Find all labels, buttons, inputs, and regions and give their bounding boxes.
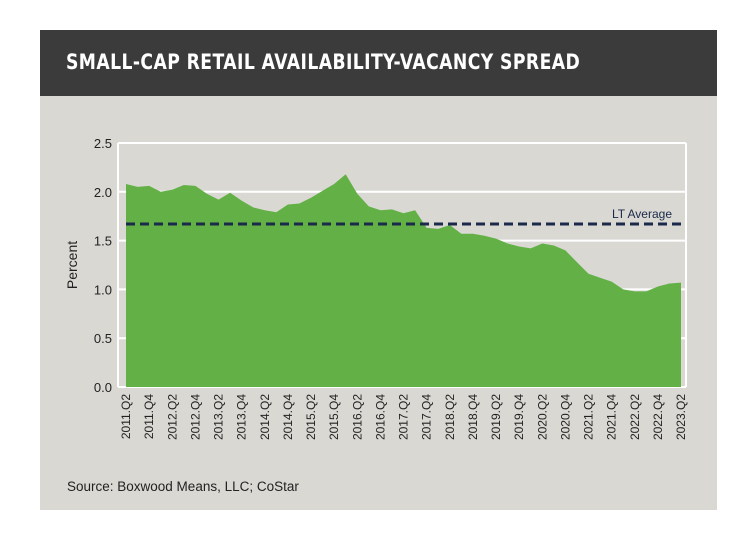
x-tick-label: 2013.Q4 xyxy=(235,394,249,440)
x-tick-label: 2020.Q2 xyxy=(535,394,549,440)
x-tick-label: 2021.Q4 xyxy=(605,394,619,440)
x-tick-label: 2018.Q2 xyxy=(443,394,457,440)
x-tick-label: 2019.Q2 xyxy=(489,394,503,440)
x-tick-label: 2014.Q4 xyxy=(281,394,295,440)
y-tick-label: 2.0 xyxy=(94,185,112,200)
x-tick-label: 2023.Q2 xyxy=(674,394,688,440)
area-series xyxy=(126,174,681,387)
x-tick-label: 2017.Q2 xyxy=(397,394,411,440)
x-tick-label: 2019.Q4 xyxy=(512,394,526,440)
x-tick-label: 2014.Q2 xyxy=(258,394,272,440)
y-tick-label: 1.5 xyxy=(94,234,112,249)
title-bar: SMALL-CAP RETAIL AVAILABILITY-VACANCY SP… xyxy=(40,30,717,96)
x-tick-label: 2018.Q4 xyxy=(466,394,480,440)
x-tick-label: 2020.Q4 xyxy=(558,394,572,440)
y-tick-label: 0.0 xyxy=(94,380,112,395)
chart-panel: SMALL-CAP RETAIL AVAILABILITY-VACANCY SP… xyxy=(40,30,717,510)
y-tick-label: 0.5 xyxy=(94,331,112,346)
lt-average-label: LT Average xyxy=(612,207,672,221)
x-tick-label: 2012.Q4 xyxy=(188,394,202,440)
x-tick-label: 2013.Q2 xyxy=(212,394,226,440)
x-tick-label: 2017.Q4 xyxy=(420,394,434,440)
x-tick-label: 2012.Q2 xyxy=(165,394,179,440)
source-note: Source: Boxwood Means, LLC; CoStar xyxy=(67,479,299,494)
x-tick-label: 2015.Q4 xyxy=(327,394,341,440)
chart-title: SMALL-CAP RETAIL AVAILABILITY-VACANCY SP… xyxy=(66,50,581,74)
x-tick-label: 2022.Q2 xyxy=(628,394,642,440)
x-tick-label: 2015.Q2 xyxy=(304,394,318,440)
x-tick-label: 2011.Q4 xyxy=(142,394,156,439)
chart-svg: 0.0 0.5 1.0 1.5 2.0 2.5 LT Average 2011.Q2 2011.… xyxy=(64,136,688,440)
x-tick-label: 2016.Q4 xyxy=(373,394,387,440)
x-tick-label: 2022.Q4 xyxy=(651,394,665,440)
x-tick-label: 2016.Q2 xyxy=(350,394,364,440)
y-tick-label: 2.5 xyxy=(94,136,112,151)
x-tick-label: 2021.Q2 xyxy=(582,394,596,440)
x-tick-label: 2011.Q2 xyxy=(119,394,133,439)
y-tick-label: 1.0 xyxy=(94,282,112,297)
y-axis-label: Percent xyxy=(64,241,80,289)
